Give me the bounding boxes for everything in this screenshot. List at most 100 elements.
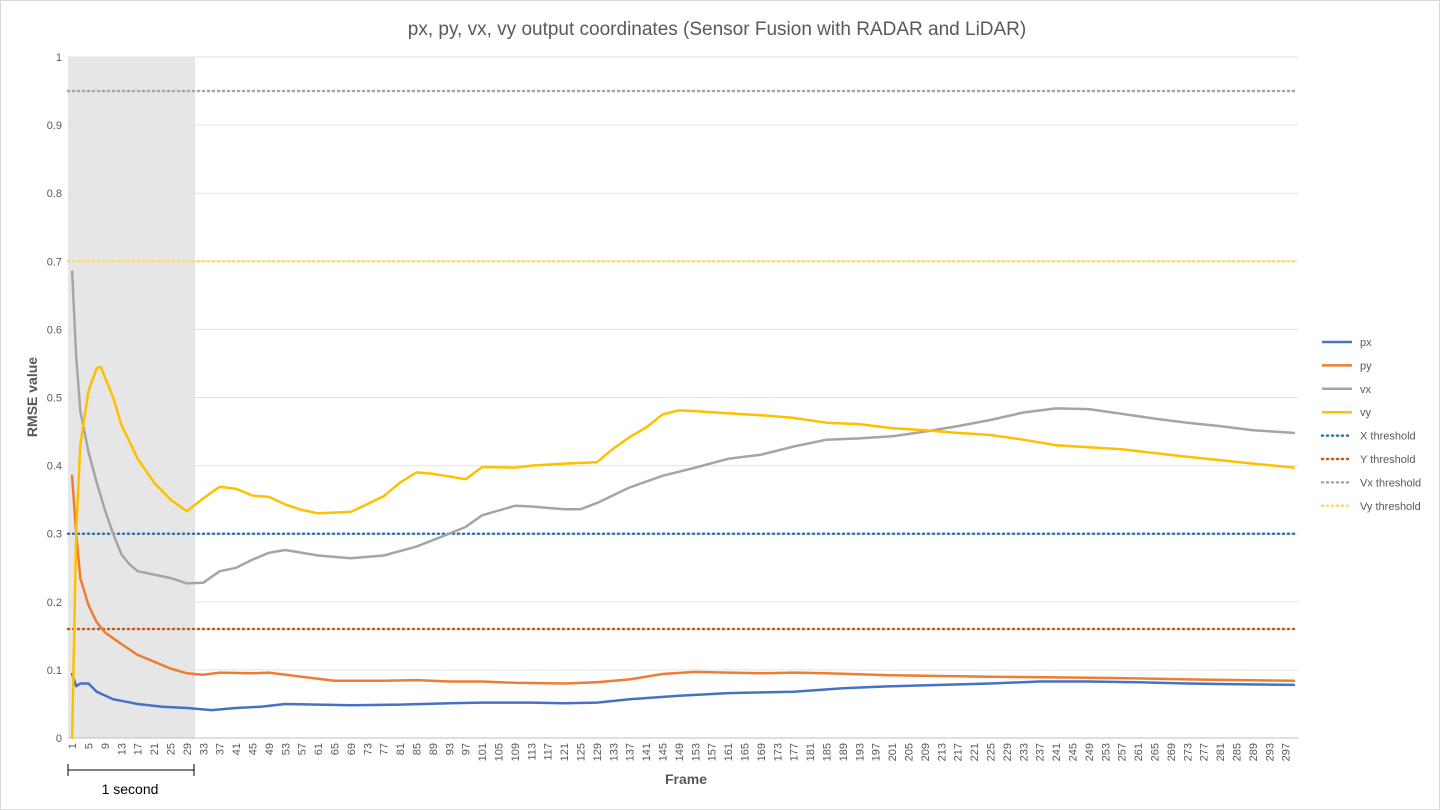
x-tick-label: 229 bbox=[1002, 743, 1014, 761]
x-tick-label: 237 bbox=[1035, 743, 1047, 761]
x-tick-label: 57 bbox=[297, 743, 309, 755]
x-tick-label: 65 bbox=[330, 743, 342, 755]
x-tick-label: 293 bbox=[1264, 743, 1276, 761]
one-second-label: 1 second bbox=[102, 781, 159, 797]
x-tick-label: 49 bbox=[264, 743, 276, 755]
x-tick-label: 245 bbox=[1068, 743, 1080, 761]
x-tick-label: 45 bbox=[248, 743, 260, 755]
y-tick-label: 0.2 bbox=[47, 597, 62, 609]
y-tick-label: 0.6 bbox=[47, 324, 62, 336]
y-axis-title: RMSE value bbox=[24, 357, 40, 437]
legend-label: X threshold bbox=[1360, 431, 1416, 443]
x-tick-label: 265 bbox=[1150, 743, 1162, 761]
x-axis-title: Frame bbox=[665, 771, 707, 787]
x-tick-label: 185 bbox=[822, 743, 834, 761]
x-tick-label: 101 bbox=[477, 743, 489, 761]
legend-label: Vy threshold bbox=[1360, 501, 1421, 513]
x-tick-label: 157 bbox=[707, 743, 719, 761]
x-tick-label: 5 bbox=[84, 743, 96, 749]
x-tick-label: 93 bbox=[444, 743, 456, 755]
y-tick-label: 0.3 bbox=[47, 529, 62, 541]
x-tick-label: 153 bbox=[690, 743, 702, 761]
x-tick-label: 41 bbox=[231, 743, 243, 755]
x-tick-label: 13 bbox=[116, 743, 128, 755]
x-tick-label: 209 bbox=[920, 743, 932, 761]
y-tick-label: 0.7 bbox=[47, 256, 62, 268]
y-tick-label: 0 bbox=[56, 733, 62, 745]
x-tick-label: 73 bbox=[362, 743, 374, 755]
x-tick-label: 37 bbox=[215, 743, 227, 755]
x-tick-label: 285 bbox=[1232, 743, 1244, 761]
x-tick-label: 297 bbox=[1281, 743, 1293, 761]
x-tick-label: 273 bbox=[1182, 743, 1194, 761]
y-tick-label: 0.8 bbox=[47, 188, 62, 200]
x-tick-label: 137 bbox=[625, 743, 637, 761]
x-tick-label: 281 bbox=[1215, 743, 1227, 761]
x-tick-label: 53 bbox=[280, 743, 292, 755]
legend-label: Vx threshold bbox=[1360, 477, 1421, 489]
x-tick-label: 97 bbox=[461, 743, 473, 755]
x-tick-label: 85 bbox=[412, 743, 424, 755]
x-tick-label: 181 bbox=[805, 743, 817, 761]
x-tick-label: 17 bbox=[133, 743, 145, 755]
x-tick-label: 269 bbox=[1166, 743, 1178, 761]
x-tick-label: 145 bbox=[658, 743, 670, 761]
x-tick-label: 217 bbox=[953, 743, 965, 761]
y-tick-label: 0.9 bbox=[47, 120, 62, 132]
x-tick-label: 169 bbox=[756, 743, 768, 761]
legend-label: px bbox=[1360, 337, 1372, 349]
x-tick-label: 161 bbox=[723, 743, 735, 761]
series-line bbox=[70, 672, 1296, 712]
x-tick-label: 249 bbox=[1084, 743, 1096, 761]
x-tick-label: 189 bbox=[838, 743, 850, 761]
legend-label: Y threshold bbox=[1360, 454, 1415, 466]
one-second-bracket bbox=[67, 764, 195, 776]
x-tick-label: 25 bbox=[166, 743, 178, 755]
x-tick-label: 213 bbox=[936, 743, 948, 761]
y-tick-label: 1 bbox=[56, 52, 62, 64]
legend: px py vx vy X threshold Y threshold Vx thresho… bbox=[1320, 337, 1421, 513]
x-tick-labels: 1 5 9 13 17 21 25 29 33 37 41 45 49 53 57 61 65 69 73 77 81 8… bbox=[67, 743, 1293, 761]
x-tick-label: 113 bbox=[526, 743, 538, 761]
x-tick-label: 81 bbox=[395, 743, 407, 755]
x-tick-label: 141 bbox=[641, 743, 653, 761]
x-tick-label: 149 bbox=[674, 743, 686, 761]
x-tick-label: 201 bbox=[887, 743, 899, 761]
x-tick-label: 61 bbox=[313, 743, 325, 755]
x-tick-label: 193 bbox=[854, 743, 866, 761]
x-tick-label: 261 bbox=[1133, 743, 1145, 761]
x-tick-label: 253 bbox=[1100, 743, 1112, 761]
series-lines bbox=[70, 270, 1296, 740]
x-tick-label: 241 bbox=[1051, 743, 1063, 761]
y-tick-label: 0.4 bbox=[47, 461, 62, 473]
x-tick-label: 233 bbox=[1018, 743, 1030, 761]
y-tick-labels: 0 0.1 0.2 0.3 0.4 0.5 0.6 0.7 0.8 0.9 1 bbox=[47, 52, 62, 745]
x-tick-label: 89 bbox=[428, 743, 440, 755]
chart-title: px, py, vx, vy output coordinates (Senso… bbox=[408, 19, 1026, 40]
legend-label: vx bbox=[1360, 384, 1372, 396]
x-tick-label: 1 bbox=[67, 743, 79, 749]
x-tick-label: 165 bbox=[740, 743, 752, 761]
x-tick-label: 129 bbox=[592, 743, 604, 761]
x-tick-label: 9 bbox=[100, 743, 112, 749]
y-tick-label: 0.5 bbox=[47, 393, 62, 405]
x-tick-label: 197 bbox=[871, 743, 883, 761]
x-tick-label: 117 bbox=[543, 743, 555, 761]
gridlines bbox=[68, 56, 1298, 739]
legend-label: vy bbox=[1360, 407, 1372, 419]
x-tick-label: 33 bbox=[198, 743, 210, 755]
x-tick-label: 173 bbox=[772, 743, 784, 761]
x-tick-label: 77 bbox=[379, 743, 391, 755]
x-tick-label: 125 bbox=[576, 743, 588, 761]
x-tick-label: 205 bbox=[904, 743, 916, 761]
x-tick-label: 21 bbox=[149, 743, 161, 755]
threshold-lines bbox=[66, 89, 1300, 631]
x-tick-label: 69 bbox=[346, 743, 358, 755]
x-tick-label: 109 bbox=[510, 743, 522, 761]
series-line bbox=[70, 474, 1296, 685]
x-tick-label: 277 bbox=[1199, 743, 1211, 761]
x-tick-label: 177 bbox=[789, 743, 801, 761]
x-tick-label: 105 bbox=[494, 743, 506, 761]
x-tick-label: 133 bbox=[608, 743, 620, 761]
